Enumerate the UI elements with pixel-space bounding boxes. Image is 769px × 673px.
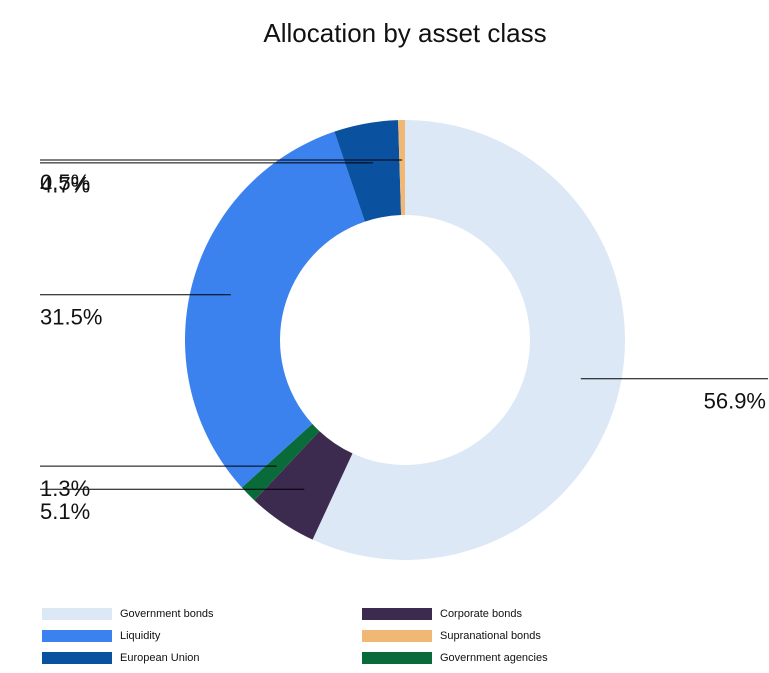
legend-swatch — [42, 630, 112, 642]
data-label: 31.5% — [40, 305, 102, 330]
donut-slice — [312, 120, 625, 560]
donut-slice — [184, 131, 365, 488]
data-label: 1.3% — [40, 476, 90, 501]
legend-swatch — [362, 652, 432, 664]
data-label: 5.1% — [40, 499, 90, 524]
legend-swatch — [42, 608, 112, 620]
legend-label: Supranational bonds — [440, 630, 541, 642]
legend-label: Liquidity — [120, 630, 161, 642]
donut-slice — [334, 120, 402, 222]
legend-label: European Union — [120, 652, 200, 664]
legend-label: Government agencies — [440, 652, 548, 664]
donut-slice — [241, 423, 320, 501]
chart-title: Allocation by asset class — [263, 18, 546, 48]
data-label: 56.9% — [704, 389, 766, 414]
data-label: 0.5% — [40, 170, 90, 195]
legend-label: Government bonds — [120, 608, 214, 620]
legend-label: Corporate bonds — [440, 608, 522, 620]
legend-swatch — [362, 630, 432, 642]
donut-slice — [398, 120, 405, 216]
legend-swatch — [42, 652, 112, 664]
legend-swatch — [362, 608, 432, 620]
data-label: 4.7% — [40, 173, 90, 198]
donut-slice — [254, 431, 353, 540]
